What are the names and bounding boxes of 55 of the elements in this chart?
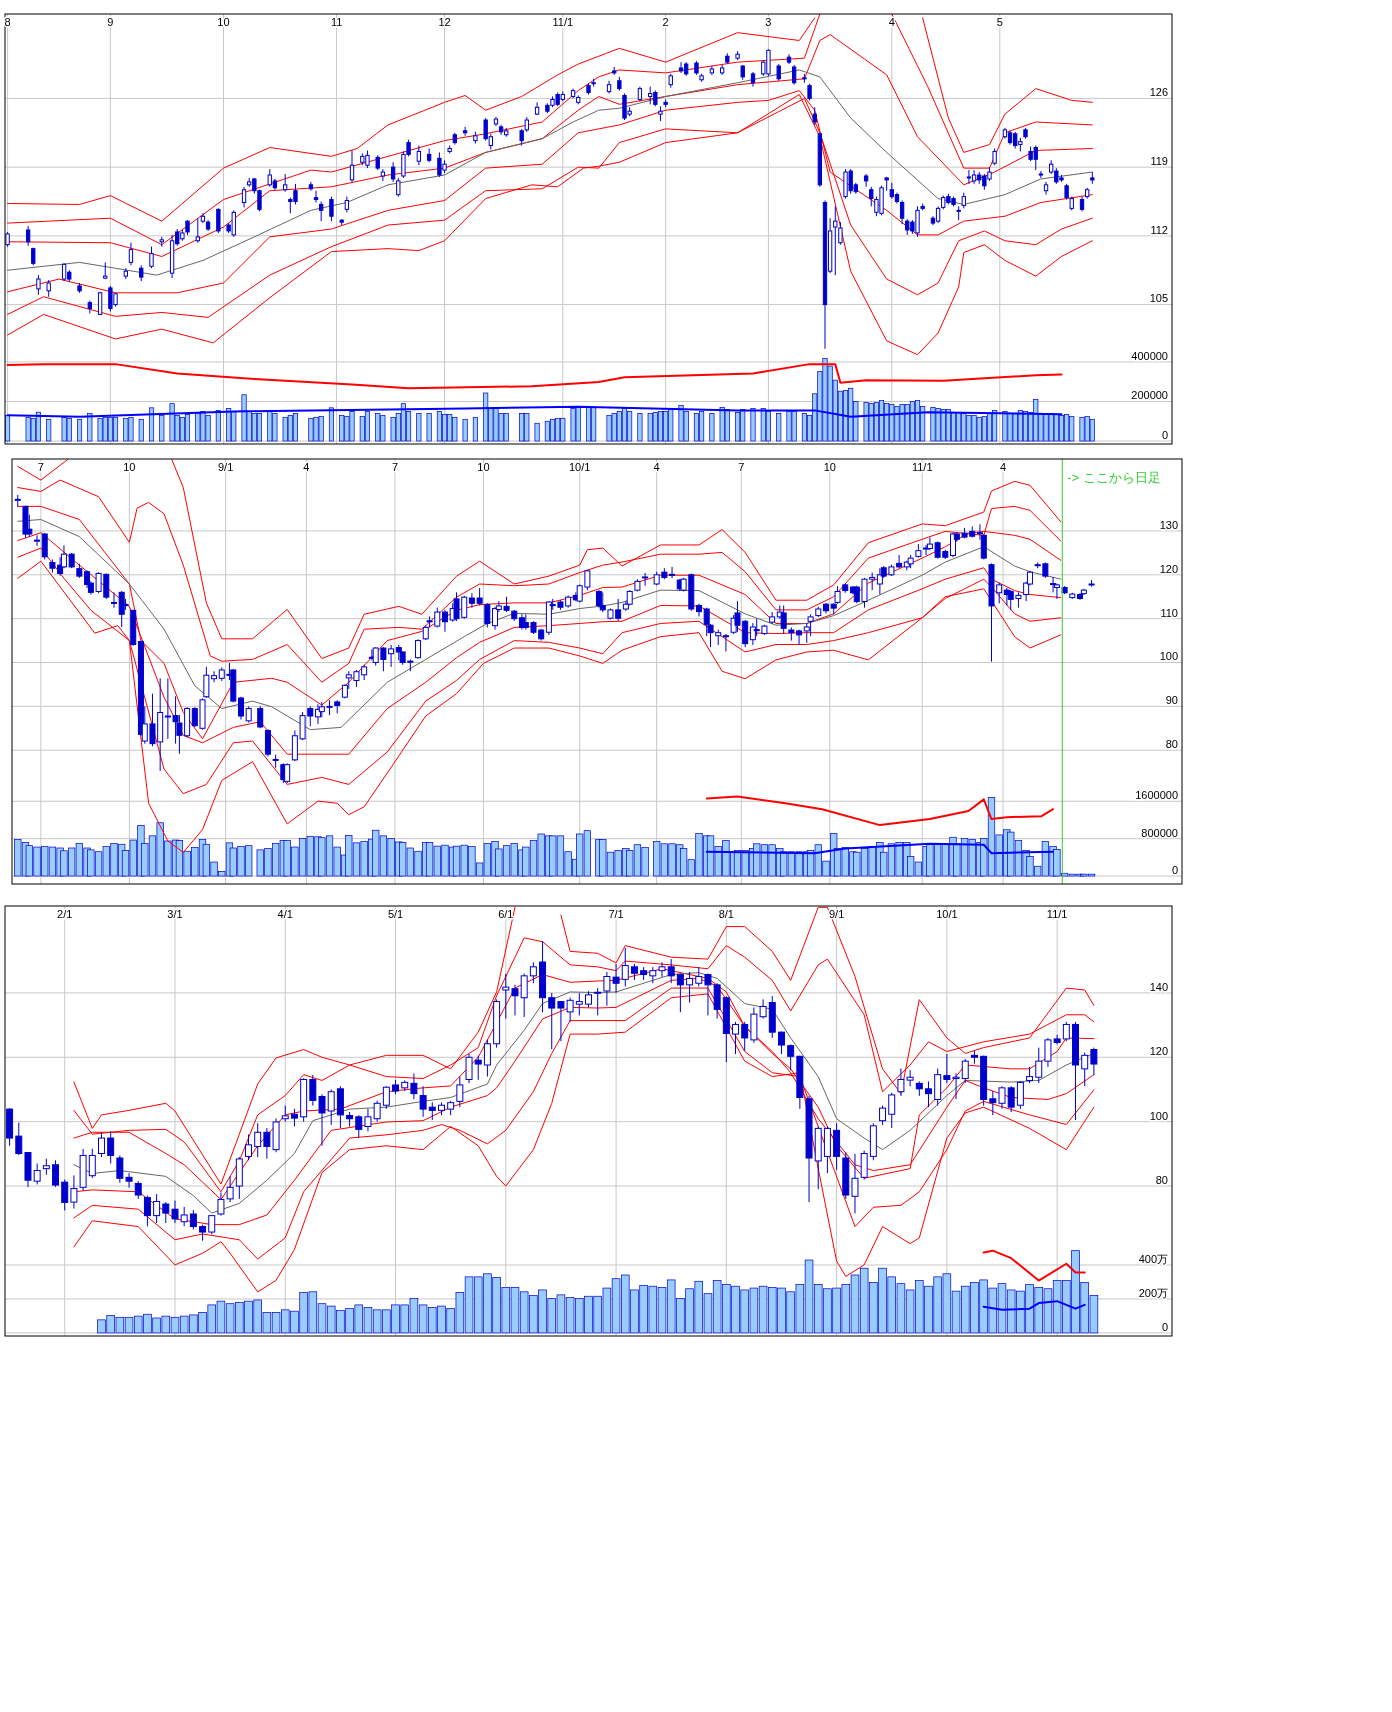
x-tick-label: 4 [999,460,1007,473]
x-tick-label: 5 [996,15,1003,28]
y-tick-label: 100 [1159,650,1178,663]
y-tick-label: 110 [1160,606,1178,619]
x-tick-label: 10 [217,15,230,28]
y2-tick-label: 1600000 [1135,789,1178,802]
x-tick-label: 5/1 [387,907,404,920]
y2-tick-label: 800000 [1141,826,1178,839]
x-tick-label: 3 [765,15,772,28]
x-tick-label: 8/1 [718,907,734,920]
y2-tick-label: 200000 [1131,389,1168,402]
x-tick-label: 8 [4,15,11,28]
y-tick-label: 80 [1155,1173,1168,1186]
x-tick-label: 4/1 [277,907,293,920]
y2-tick-label: 0 [1171,863,1178,876]
x-tick-label: 11/1 [1046,907,1068,920]
y2-tick-label: 0 [1161,1320,1168,1333]
y2-tick-label: 200万 [1138,1286,1168,1299]
y-tick-label: 90 [1165,694,1178,707]
x-tick-label: 11 [330,15,343,28]
x-tick-label: 11/1 [552,15,574,28]
x-tick-label: 4 [303,460,310,473]
y-tick-label: 80 [1165,738,1178,751]
y-tick-label: 140 [1149,980,1168,993]
x-tick-label: 7 [37,460,44,473]
x-tick-label: 10 [477,460,490,473]
y-tick-label: 126 [1149,86,1168,99]
x-tick-label: 10 [823,460,836,473]
x-tick-label: 10 [123,460,136,473]
annotation: -> ここから日足 [1067,470,1161,486]
y-tick-label: 100 [1149,1109,1168,1122]
x-tick-label: 7 [391,460,399,473]
y2-tick-label: 400000 [1131,349,1168,362]
x-tick-label: 9 [107,15,114,28]
x-tick-label: 3/1 [167,907,183,920]
y-tick-label: 119 [1150,155,1168,168]
x-tick-label: 12 [438,15,451,28]
x-tick-label: 10/1 [936,907,958,920]
y-tick-label: 120 [1159,562,1178,575]
x-tick-label: 9/1 [217,460,234,473]
x-tick-label: 4 [653,460,660,473]
x-tick-label: 6/1 [498,907,514,920]
x-tick-label: 2/1 [57,907,73,920]
y-tick-label: 120 [1149,1045,1168,1058]
x-tick-label: 10/1 [568,460,591,473]
x-tick-label: 7 [738,460,745,473]
y2-tick-label: 0 [1161,428,1168,441]
x-tick-label: 4 [888,15,895,28]
y2-tick-label: 400万 [1138,1252,1168,1265]
x-tick-label: 2 [662,15,669,28]
y-tick-label: 105 [1149,292,1168,305]
y-tick-label: 130 [1159,518,1178,531]
x-tick-label: 7/1 [608,907,624,920]
y-tick-label: 112 [1150,223,1168,236]
x-tick-label: 11/1 [911,460,933,473]
